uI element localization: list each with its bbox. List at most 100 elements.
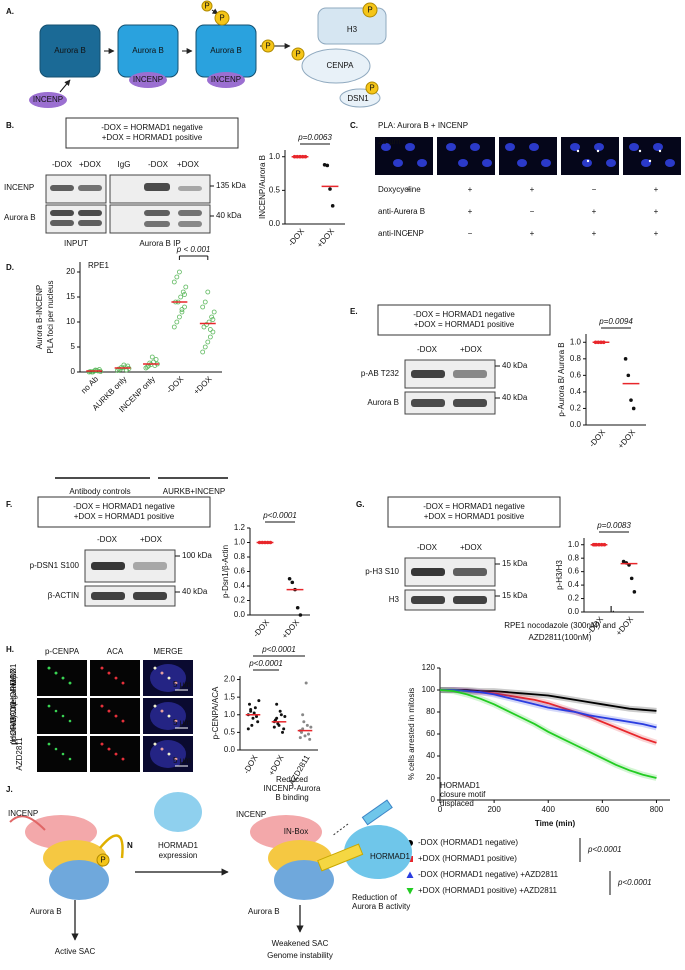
aurora-box <box>39 24 101 78</box>
data-point <box>272 725 276 729</box>
blot-band <box>411 399 445 407</box>
data-point <box>246 727 250 731</box>
label: IN-Box <box>284 827 308 836</box>
label: + <box>468 207 473 216</box>
foci <box>61 752 65 756</box>
data-point <box>200 304 206 310</box>
data-point <box>153 357 159 362</box>
label: Aurora B <box>132 46 164 55</box>
data-point <box>147 360 153 366</box>
blot-band <box>78 220 102 226</box>
incenp-ellipse <box>29 92 67 108</box>
data-point <box>249 707 253 711</box>
blot-band <box>78 185 102 191</box>
nucleus <box>541 159 551 167</box>
data-point <box>209 314 215 320</box>
label: − <box>530 207 535 216</box>
legend-label: +DOX (HORMAD1 positive) +AZD2811 <box>418 886 558 895</box>
label: − <box>468 229 473 238</box>
label: Aurora B <box>210 46 242 55</box>
phospho-label: P <box>265 42 270 51</box>
label: Aurora B <box>4 213 36 222</box>
label: β-ACTIN <box>48 591 79 600</box>
y-tick-label: 0.8 <box>570 354 582 363</box>
panel-label: D. <box>6 263 14 272</box>
label: INCENP <box>8 809 38 818</box>
label: P <box>100 856 105 865</box>
label: 100 kDa <box>182 551 212 560</box>
nucleus <box>594 143 604 151</box>
foci <box>114 714 118 718</box>
blot <box>404 589 496 611</box>
label: H3 <box>347 25 358 34</box>
label: 40 kDa <box>502 361 528 370</box>
y-tick-label: 1.0 <box>570 337 582 346</box>
label: + <box>592 207 597 216</box>
phospho-label: P <box>367 6 372 15</box>
foci <box>61 714 65 718</box>
blot-band <box>178 221 202 227</box>
data-point <box>202 344 208 350</box>
data-point <box>278 709 282 713</box>
label: (HORMAD1 <box>9 701 18 744</box>
phospho-label: P <box>219 14 224 23</box>
foci <box>160 671 164 675</box>
label: INPUT <box>64 239 88 248</box>
panel-label: C. <box>350 121 358 130</box>
label: p-CENPA <box>45 647 80 656</box>
nucleus <box>405 143 415 151</box>
foci <box>107 747 111 751</box>
label: AZD2811 <box>15 737 24 771</box>
data-point <box>303 734 307 738</box>
y-tick-label: 80 <box>426 707 435 716</box>
data-point <box>210 317 216 322</box>
p-value: p<0.0001 <box>587 845 622 854</box>
label: Antibody controls <box>69 487 130 496</box>
x-tick-label: +DOX <box>280 617 301 640</box>
nucleus <box>570 143 580 151</box>
data-point <box>283 715 287 719</box>
label: 20 µm <box>378 137 401 146</box>
label: -DOX <box>148 160 169 169</box>
label: anti-INCENP <box>378 229 424 238</box>
x-tick-label: -DOX <box>286 226 306 248</box>
y-tick-label: 0.0 <box>570 420 582 429</box>
y-axis-label: PLA foci per nucleus <box>46 281 55 354</box>
data-point <box>626 373 631 378</box>
micrograph <box>623 137 681 175</box>
incenp-tail <box>9 815 46 831</box>
label: Aurora B <box>367 398 399 407</box>
label: 5 µm <box>173 680 191 689</box>
p-value: p=0.0083 <box>596 521 631 530</box>
label: Reduced <box>276 775 308 784</box>
foci <box>153 704 157 708</box>
data-point <box>322 163 327 167</box>
blot-band <box>144 183 170 191</box>
y-tick-label: 0.0 <box>234 610 246 619</box>
data-point <box>298 613 303 617</box>
label: INCENP <box>33 95 63 104</box>
y-tick-label: 1.0 <box>269 152 281 161</box>
nucleus <box>505 143 515 151</box>
panel-label: G. <box>356 500 364 509</box>
closure-motif <box>317 843 364 872</box>
p-value: p=0.0094 <box>598 317 633 326</box>
blot-band <box>78 210 102 216</box>
data-point <box>304 681 308 685</box>
chart-title: RPE1 <box>88 261 109 270</box>
foci <box>47 666 51 670</box>
nucleus <box>641 159 651 167</box>
nucleus <box>582 159 592 167</box>
x-tick-label: +DOX <box>192 374 214 396</box>
foci <box>174 757 178 761</box>
data-point <box>183 284 189 290</box>
label: 5 µm <box>173 718 191 727</box>
x-tick-label: -DOX <box>587 427 607 449</box>
blot-band <box>50 220 74 226</box>
label: -DOX <box>97 535 118 544</box>
blot-band <box>144 221 170 227</box>
label: PLA: Aurora B + INCENP <box>378 121 468 130</box>
blot-band <box>411 568 445 576</box>
foci <box>54 709 58 713</box>
panel-label: A. <box>6 7 14 16</box>
